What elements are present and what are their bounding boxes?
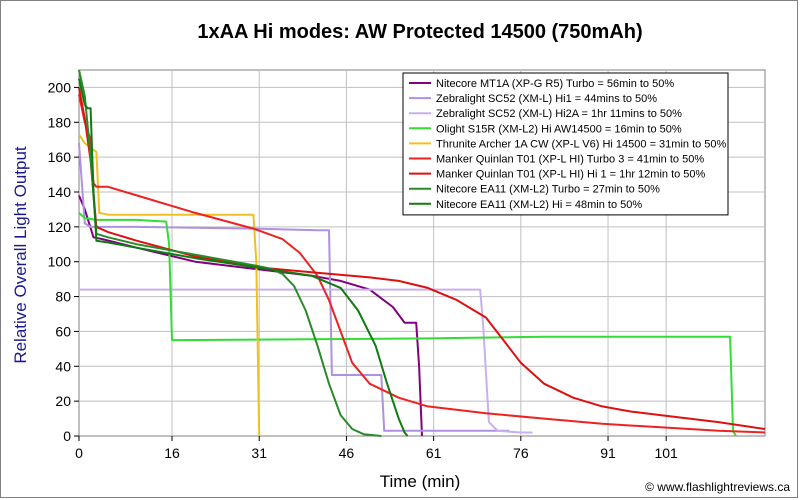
x-tick-label: 31 xyxy=(251,445,267,461)
x-axis-label: Time (min) xyxy=(380,472,461,491)
legend-item: Nitecore EA11 (XM-L2) Turbo = 27min to 5… xyxy=(436,184,660,196)
y-tick-label: 160 xyxy=(48,149,72,165)
x-tick-label: 0 xyxy=(75,445,83,461)
legend-item: Nitecore MT1A (XP-G R5) Turbo = 56min to… xyxy=(436,78,674,90)
y-tick-labels: 0 20 40 60 80 100 120 140 160 180 200 xyxy=(48,79,72,444)
legend-item: Zebralight SC52 (XM-L) Hi2A = 1hr 11mins… xyxy=(436,108,682,120)
y-axis-label: Relative Overall Light Output xyxy=(11,146,30,364)
x-tick-label: 101 xyxy=(654,445,678,461)
series-line-6 xyxy=(78,94,766,434)
y-tick-label: 140 xyxy=(48,184,72,200)
x-tick-label: 61 xyxy=(426,445,442,461)
legend-item: Nitecore EA11 (XM-L2) Hi = 48min to 50% xyxy=(436,199,642,211)
legend-item: Manker Quinlan T01 (XP-L HI) Hi 1 = 1hr … xyxy=(436,169,706,181)
chart-title: 1xAA Hi modes: AW Protected 14500 (750mA… xyxy=(197,21,642,43)
legend-item: Manker Quinlan T01 (XP-L HI) Turbo 3 = 4… xyxy=(436,154,704,166)
legend-item: Zebralight SC52 (XM-L) Hi1 = 44mins to 5… xyxy=(436,93,657,105)
y-tick-label: 20 xyxy=(55,393,71,409)
y-tick-label: 200 xyxy=(48,79,72,95)
y-tick-label: 40 xyxy=(55,358,71,374)
series-line-3 xyxy=(79,288,533,434)
x-tick-label: 46 xyxy=(339,445,355,461)
series-lines xyxy=(78,69,766,437)
y-tick-label: 120 xyxy=(48,219,72,235)
series-line-2 xyxy=(78,143,510,432)
legend-box xyxy=(402,72,729,216)
x-tick-label: 91 xyxy=(600,445,616,461)
y-tick-label: 80 xyxy=(55,289,71,305)
y-tick-label: 100 xyxy=(48,254,72,270)
series-line-4 xyxy=(78,212,737,437)
series-line-7 xyxy=(78,87,766,430)
legend-item: Olight S15R (XM-L2) Hi AW14500 = 16min t… xyxy=(436,123,682,135)
y-tick-label: 180 xyxy=(48,114,72,130)
x-tick-label: 76 xyxy=(513,445,529,461)
legend-item: Thrunite Archer 1A CW (XP-L V6) Hi 14500… xyxy=(436,138,727,150)
y-tick-label: 60 xyxy=(55,323,71,339)
x-tick-label: 16 xyxy=(164,445,180,461)
x-tick-labels: 0 16 31 46 61 76 91 101 xyxy=(75,445,678,461)
series-line-9 xyxy=(78,78,409,437)
credit-text: © www.flashlightreviews.ca xyxy=(645,480,790,494)
y-tick-label: 0 xyxy=(63,428,71,444)
legend: Nitecore MT1A (XP-G R5) Turbo = 56min to… xyxy=(402,72,729,216)
